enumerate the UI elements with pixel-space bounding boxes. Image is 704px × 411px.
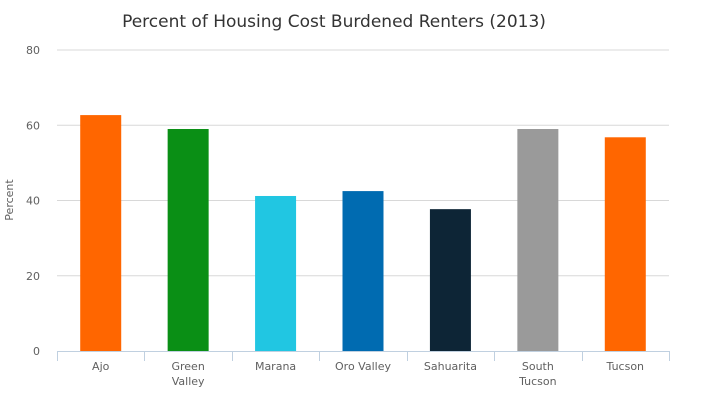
x-tick-label-line: Oro Valley [335,360,391,373]
x-tick-label-line: Valley [172,375,205,388]
x-tick-label-line: Green [171,360,204,373]
x-tick-label-line: Marana [255,360,296,373]
chart-title: Percent of Housing Cost Burdened Renters… [122,12,546,32]
y-tick-label: 80 [26,44,40,57]
x-tick-label-line: Tucson [518,375,557,388]
y-tick-label: 20 [26,270,40,283]
x-tick-label-line: Ajo [92,360,110,373]
bar[interactable] [604,137,646,351]
bar[interactable] [517,129,559,351]
bar[interactable] [342,191,384,351]
x-tick-label-line: South [522,360,554,373]
y-tick-label: 60 [26,119,40,132]
y-tick-label: 40 [26,195,40,208]
x-tick-label: Tucson [606,360,645,373]
bar[interactable] [167,129,209,351]
bar[interactable] [80,115,122,351]
y-axis-ticks: 0 20 40 60 80 [26,44,40,358]
bar[interactable] [429,209,471,351]
x-tick-label-line: Tucson [606,360,645,373]
bar[interactable] [255,195,297,351]
x-tick-label-line: Sahuarita [424,360,477,373]
x-tick-label: Oro Valley [335,360,391,373]
x-tick-label: Green Valley [171,360,205,388]
x-tick-label: Marana [255,360,296,373]
x-tick-label: Ajo [92,360,110,373]
x-tick-label: Sahuarita [424,360,477,373]
x-tick-label: South Tucson [518,360,557,388]
y-axis-label: Percent [3,179,16,221]
bars [80,115,646,351]
x-axis: Ajo Green Valley Marana Oro Valley Sahuarita S… [57,351,670,388]
y-tick-label: 0 [33,345,40,358]
